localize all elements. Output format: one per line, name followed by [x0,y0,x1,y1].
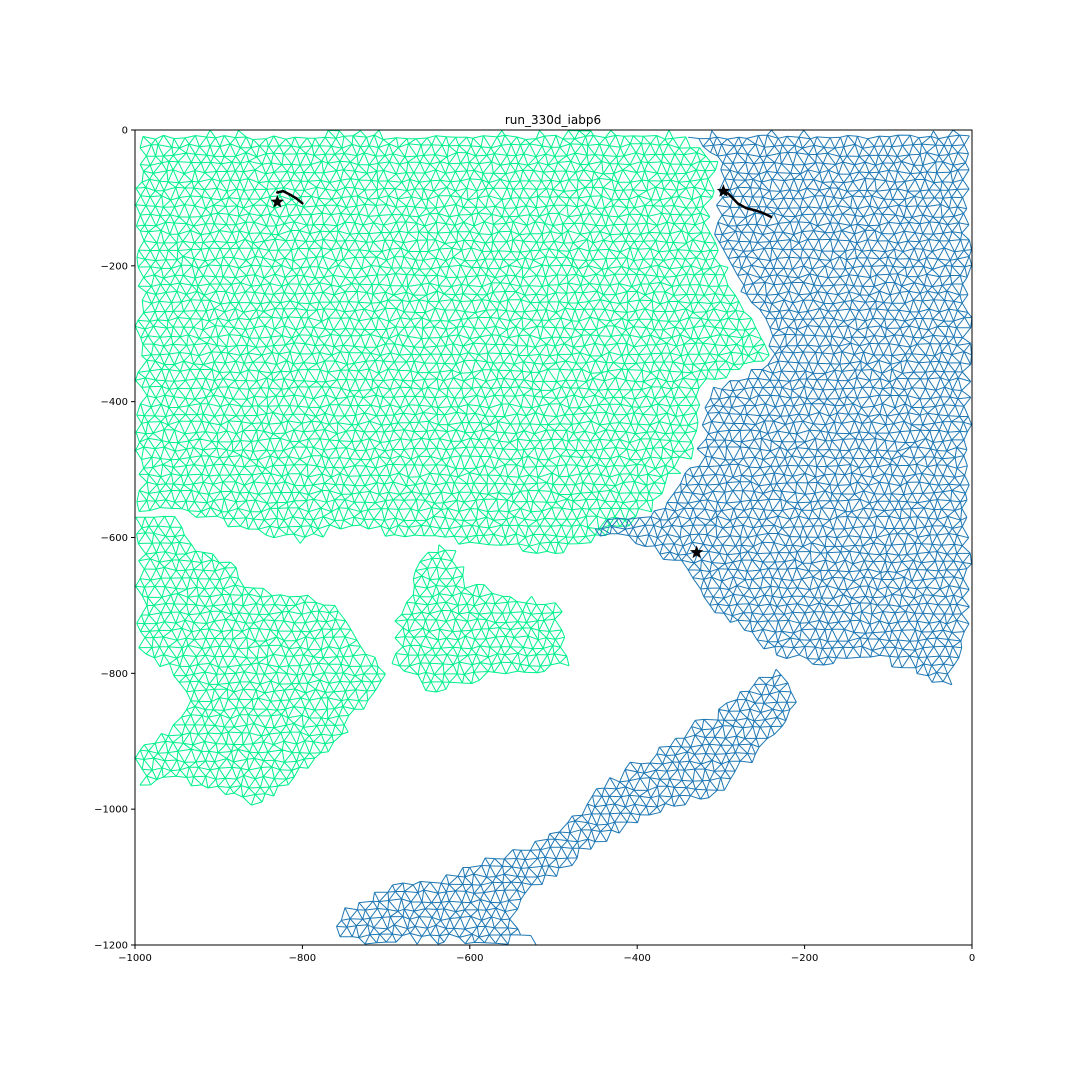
x-tick-label: −400 [623,953,650,964]
mesh-blue-mesh-3 [594,130,972,686]
y-axis: 0 −200 −400 −600 −800 −1000 −1200 [94,126,135,952]
x-tick-label: −1000 [118,953,152,964]
mesh-edges [594,130,972,686]
x-tick-label: −800 [289,953,316,964]
drift-track-1 [721,188,773,219]
mesh-edges [336,668,797,945]
marker-layer [270,184,731,559]
mesh-green-mesh-1 [135,515,386,806]
mesh-edges [135,130,770,554]
track-layer [276,188,773,219]
mesh-blue-mesh-4 [336,668,797,945]
y-tick-label: −200 [101,261,128,272]
star-marker-1 [716,184,731,197]
mesh-edges [391,544,570,693]
mesh-layer [135,130,972,945]
y-tick-label: −1200 [94,941,128,952]
y-tick-label: 0 [122,126,128,137]
star-marker-0 [270,194,284,208]
star-marker-2 [689,545,704,559]
chart-title: run_330d_iabp6 [505,113,601,127]
mesh-green-mesh-2 [391,544,570,693]
y-tick-label: −1000 [94,805,128,816]
x-tick-label: −200 [791,953,818,964]
x-tick-label: −600 [456,953,483,964]
mesh-green-mesh-0 [135,130,770,554]
drift-track-0 [276,189,304,205]
y-tick-label: −800 [101,669,128,680]
x-axis: −1000 −800 −600 −400 −200 0 [118,945,975,964]
y-tick-label: −600 [101,533,128,544]
mesh-edges [135,515,386,806]
y-tick-label: −400 [101,397,128,408]
x-tick-label: 0 [969,953,975,964]
